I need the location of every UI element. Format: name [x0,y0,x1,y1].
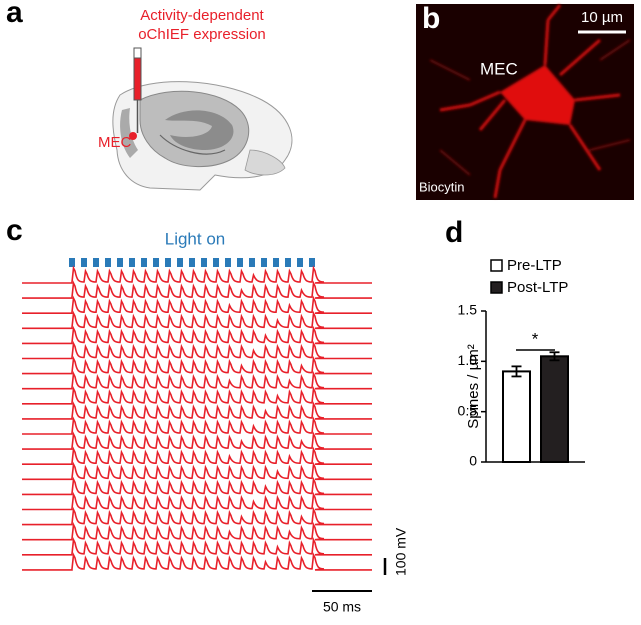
significance-label: * [532,329,539,348]
neuron [429,4,631,199]
voltage-trace [22,340,372,360]
y-tick-label: 1.0 [458,352,478,368]
light-pulse [309,258,315,267]
light-pulse [225,258,231,267]
scale-bar-label: 10 µm [581,9,623,26]
light-pulse [273,258,279,267]
voltage-trace [22,431,372,450]
light-pulse [249,258,255,267]
time-scale-label: 50 ms [323,599,361,615]
light-pulse [105,258,111,267]
y-tick-label: 1.5 [458,302,478,318]
voltage-trace [22,295,372,314]
voltage-trace [22,537,372,556]
injection-label: Activity-dependent [140,7,264,24]
panel-label: b [422,2,440,35]
y-tick-label: 0 [469,453,477,469]
syringe [129,47,142,140]
light-pulse [213,258,219,267]
voltage-trace [22,491,372,511]
light-pulse [201,258,207,267]
voltage-trace [22,265,372,284]
voltage-trace [22,506,372,526]
light-pulse [69,258,75,267]
panel-label: d [445,216,463,249]
light-pulse [189,258,195,267]
bar [502,370,531,463]
legend-swatch [490,281,503,294]
voltage-trace [22,310,372,330]
light-pulse [177,258,183,267]
voltage-trace [22,521,372,541]
y-tick-label: 0.5 [458,402,478,418]
legend-label: Pre-LTP [507,257,562,274]
voltage-scale-label: 100 mV [393,527,409,576]
voltage-trace [22,476,372,496]
voltage-trace [22,461,372,481]
stain-label: Biocytin [419,179,465,194]
voltage-trace [22,552,372,571]
light-pulse [141,258,147,267]
light-pulse [297,258,303,267]
voltage-trace [22,446,372,465]
light-pulse [93,258,99,267]
legend-swatch [490,259,503,272]
voltage-trace [22,280,372,299]
voltage-trace [22,370,372,390]
region-label: MEC [98,134,132,151]
brain-drawing [112,81,293,191]
injection-label: oChIEF expression [138,26,266,43]
light-pulses [69,258,315,267]
bar [540,355,569,463]
light-pulse [237,258,243,267]
voltage-traces [22,265,372,571]
light-pulse [129,258,135,267]
light-pulse [153,258,159,267]
panel-label: a [6,0,23,29]
light-pulse [165,258,171,267]
legend-label: Post-LTP [507,279,568,296]
y-axis-label: Spines / µm² [465,344,482,429]
voltage-trace [22,355,372,375]
stimulus-label: Light on [165,229,226,248]
light-pulse [81,258,87,267]
region-label: MEC [480,59,518,78]
panel-label: c [6,214,23,247]
voltage-trace [22,386,372,405]
bar-chart: 0 0.5 1.0 1.5 Spines / µm² Pre-LTP Post-LTP * [458,257,585,469]
voltage-trace [22,416,372,435]
light-pulse [117,258,123,267]
voltage-trace [22,325,372,345]
voltage-trace [22,401,372,420]
light-pulse [261,258,267,267]
light-pulse [285,258,291,267]
